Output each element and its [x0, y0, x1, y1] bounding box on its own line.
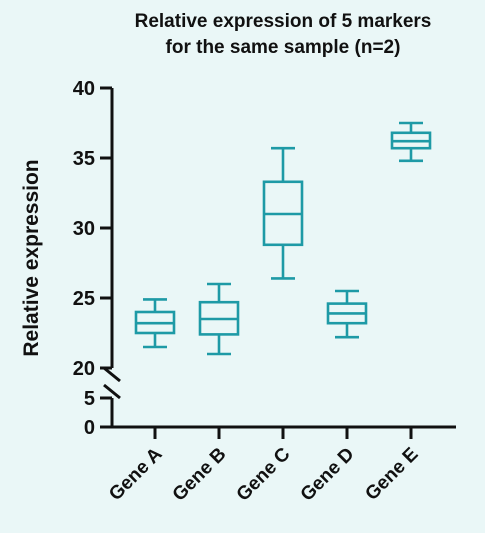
y-tick-label: 20 — [73, 358, 95, 380]
x-tick-label: Gene B — [169, 444, 231, 506]
y-axis-break-mark-lower — [103, 383, 121, 400]
chart-title-line-2: for the same sample (n=2) — [166, 37, 401, 58]
chart-title-line-1: Relative expression of 5 markers — [135, 11, 432, 32]
y-tick-label: 0 — [84, 417, 95, 439]
box-gene-b — [198, 282, 240, 356]
box-gene-a — [134, 298, 176, 349]
x-tick-label: Gene A — [105, 443, 167, 505]
y-tick-label: 5 — [84, 388, 95, 410]
y-tick-label: 30 — [73, 218, 95, 240]
y-axis-label: Relative expression — [20, 159, 43, 356]
axes — [103, 88, 456, 429]
y-tick-label: 35 — [73, 148, 95, 170]
y-axis-break-mark-upper — [103, 366, 121, 383]
x-tick-label: Gene E — [361, 444, 422, 505]
x-axis-ticks: Gene A Gene B Gene C Gene D Gene E — [105, 427, 423, 506]
x-tick-label: Gene C — [233, 443, 295, 505]
y-tick-label: 40 — [73, 78, 95, 100]
box-gene-d — [326, 289, 368, 339]
box-series — [134, 121, 432, 356]
y-tick-label: 25 — [73, 288, 95, 310]
x-tick-label: Gene D — [297, 444, 359, 506]
box-gene-e — [390, 121, 432, 163]
box-gene-c — [262, 146, 304, 280]
y-axis-ticks: 0 5 20 25 30 35 40 — [73, 78, 112, 439]
